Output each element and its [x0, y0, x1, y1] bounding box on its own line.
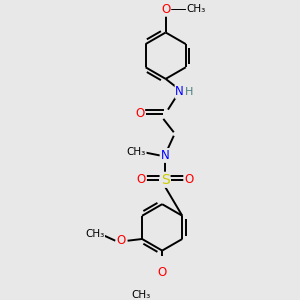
Text: N: N [175, 85, 184, 98]
Text: CH₃: CH₃ [127, 147, 146, 157]
Text: O: O [135, 107, 144, 120]
Text: CH₃: CH₃ [131, 290, 150, 300]
Text: O: O [137, 173, 146, 186]
Text: O: O [158, 266, 167, 279]
Text: O: O [117, 234, 126, 247]
Text: CH₃: CH₃ [187, 4, 206, 14]
Text: CH₃: CH₃ [85, 229, 104, 239]
Text: O: O [184, 173, 194, 186]
Text: H: H [185, 87, 194, 97]
Text: N: N [161, 149, 170, 162]
Text: S: S [161, 173, 170, 187]
Text: O: O [161, 3, 170, 16]
